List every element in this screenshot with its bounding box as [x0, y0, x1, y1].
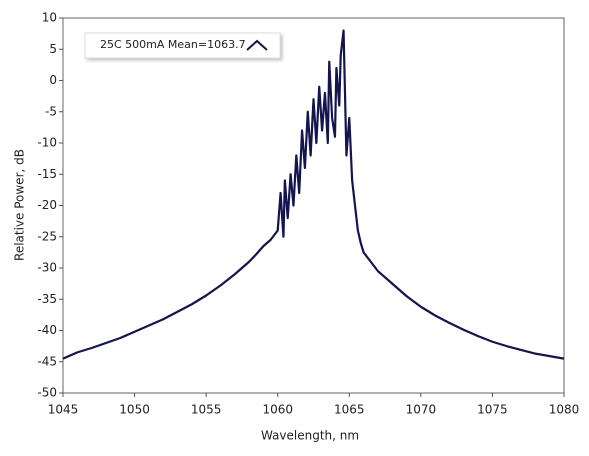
x-tick-label: 1050	[119, 403, 150, 417]
legend-label: 25C 500mA Mean=1063.7	[100, 38, 246, 51]
legend: 25C 500mA Mean=1063.7	[84, 32, 281, 59]
y-tick-label: 0	[49, 73, 57, 87]
y-tick-label: 10	[42, 11, 57, 25]
x-tick-label: 1070	[406, 403, 437, 417]
x-tick-label: 1080	[549, 403, 580, 417]
y-tick-label: -30	[37, 261, 57, 275]
plot-frame	[62, 17, 565, 394]
y-tick-label: -20	[37, 198, 57, 212]
y-tick-label: -45	[37, 354, 57, 368]
y-tick-label: -50	[37, 386, 57, 400]
y-tick-label: -35	[37, 292, 57, 306]
legend-swatch	[246, 39, 268, 51]
x-tick-label: 1060	[262, 403, 293, 417]
x-tick-label: 1065	[334, 403, 365, 417]
y-tick-label: 5	[49, 42, 57, 56]
legend-box	[84, 32, 281, 59]
x-tick-label: 1045	[48, 403, 79, 417]
y-tick-label: -10	[37, 136, 57, 150]
y-tick-label: -15	[37, 167, 57, 181]
y-tick-label: -5	[45, 104, 57, 118]
series-line	[62, 29, 565, 360]
y-axis-label: Relative Power, dB	[13, 149, 27, 261]
x-tick-label: 1075	[477, 403, 508, 417]
x-tick-label: 1055	[191, 403, 222, 417]
y-tick-label: -40	[37, 323, 57, 337]
x-axis-label: Wavelength, nm	[261, 429, 359, 443]
y-tick-label: -25	[37, 229, 57, 243]
